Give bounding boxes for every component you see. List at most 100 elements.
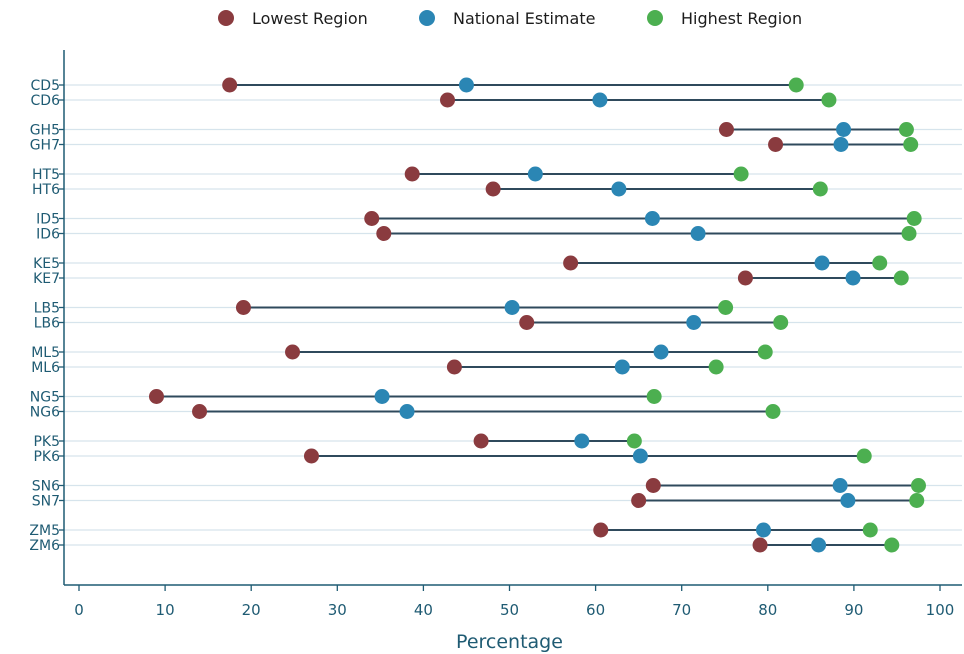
point-highest-region — [788, 77, 804, 93]
point-lowest-region — [563, 255, 579, 271]
point-highest-region — [893, 270, 909, 286]
point-highest-region — [757, 344, 773, 360]
x-tick-label: 60 — [586, 601, 605, 619]
point-highest-region — [821, 92, 837, 108]
point-lowest-region — [303, 448, 319, 464]
point-lowest-region — [718, 122, 734, 137]
data-points — [148, 77, 926, 553]
y-tick-label: CD5 — [31, 78, 60, 94]
x-tick-label: 90 — [844, 601, 863, 619]
point-highest-region — [708, 359, 724, 375]
point-national-estimate — [574, 433, 590, 449]
legend-label-3: Highest Region — [681, 9, 802, 28]
y-tick-label: KE5 — [33, 256, 60, 272]
legend-marker-2 — [419, 10, 435, 26]
point-national-estimate — [814, 255, 830, 271]
point-national-estimate — [653, 344, 669, 360]
point-lowest-region — [645, 478, 661, 493]
y-tick-label: NG5 — [30, 390, 60, 406]
x-tick-label: 30 — [328, 601, 347, 619]
y-tick-label: CD6 — [31, 93, 61, 109]
point-national-estimate — [504, 300, 520, 315]
point-highest-region — [733, 166, 749, 182]
point-national-estimate — [632, 448, 648, 464]
y-tick-label: ML6 — [31, 360, 60, 376]
y-tick-label: LB6 — [34, 316, 60, 332]
x-tick-labels: 0 10 20 30 40 50 60 70 80 90 100 — [74, 585, 954, 619]
legend-marker-1 — [218, 10, 234, 26]
point-lowest-region — [737, 270, 753, 286]
point-national-estimate — [644, 211, 660, 226]
y-tick-label: NG6 — [30, 405, 60, 421]
legend-label-1: Lowest Region — [252, 9, 368, 28]
point-highest-region — [765, 404, 781, 419]
x-tick-label: 20 — [242, 601, 261, 619]
point-lowest-region — [376, 226, 392, 241]
point-lowest-region — [473, 433, 489, 449]
y-tick-label: PK5 — [33, 434, 60, 450]
point-national-estimate — [611, 181, 627, 197]
point-national-estimate — [458, 77, 474, 93]
point-lowest-region — [440, 92, 456, 108]
y-tick-label: HT6 — [32, 182, 60, 198]
point-highest-region — [862, 522, 878, 538]
y-tick-label: ML5 — [31, 345, 60, 361]
point-highest-region — [903, 137, 919, 152]
point-lowest-region — [768, 137, 784, 152]
x-tick-label: 10 — [156, 601, 175, 619]
y-tick-label: ID6 — [36, 227, 60, 243]
point-national-estimate — [374, 389, 390, 404]
point-national-estimate — [755, 522, 771, 538]
point-lowest-region — [446, 359, 462, 375]
axes — [63, 50, 962, 586]
point-lowest-region — [485, 181, 501, 197]
point-lowest-region — [148, 389, 164, 404]
point-highest-region — [646, 389, 662, 404]
point-highest-region — [901, 226, 917, 241]
point-highest-region — [909, 493, 925, 508]
x-tick-label: 50 — [500, 601, 519, 619]
point-national-estimate — [833, 137, 849, 152]
y-tick-label: LB5 — [34, 301, 60, 317]
point-national-estimate — [845, 270, 861, 286]
point-highest-region — [773, 315, 789, 330]
point-highest-region — [898, 122, 914, 137]
point-lowest-region — [404, 166, 420, 182]
y-tick-label: ID5 — [36, 212, 60, 228]
x-axis-title: Percentage — [456, 631, 563, 653]
point-highest-region — [872, 255, 888, 271]
y-tick-label: KE7 — [33, 271, 60, 287]
point-national-estimate — [811, 537, 827, 553]
range-connectors — [156, 84, 919, 546]
point-national-estimate — [832, 478, 848, 493]
x-tick-label: 100 — [926, 601, 955, 619]
point-lowest-region — [192, 404, 208, 419]
point-highest-region — [718, 300, 734, 315]
point-national-estimate — [527, 166, 543, 182]
point-national-estimate — [614, 359, 630, 375]
x-tick-label: 0 — [74, 601, 84, 619]
point-national-estimate — [836, 122, 852, 137]
point-lowest-region — [752, 537, 768, 553]
point-national-estimate — [686, 315, 702, 330]
point-lowest-region — [631, 493, 647, 508]
legend-label-2: National Estimate — [453, 9, 595, 28]
point-national-estimate — [592, 92, 608, 108]
point-lowest-region — [235, 300, 251, 315]
point-highest-region — [884, 537, 900, 553]
point-national-estimate — [399, 404, 415, 419]
x-tick-label: 70 — [672, 601, 691, 619]
y-tick-label: SN7 — [32, 494, 60, 510]
point-lowest-region — [519, 315, 535, 330]
x-tick-label: 80 — [758, 601, 777, 619]
y-tick-label: GH7 — [30, 138, 60, 154]
gridlines — [64, 84, 962, 546]
legend: Lowest Region National Estimate Highest Re… — [218, 9, 802, 28]
point-highest-region — [910, 478, 926, 493]
point-lowest-region — [364, 211, 380, 226]
point-highest-region — [626, 433, 642, 449]
point-national-estimate — [690, 226, 706, 241]
point-highest-region — [812, 181, 828, 197]
y-tick-label: SN6 — [32, 479, 60, 495]
